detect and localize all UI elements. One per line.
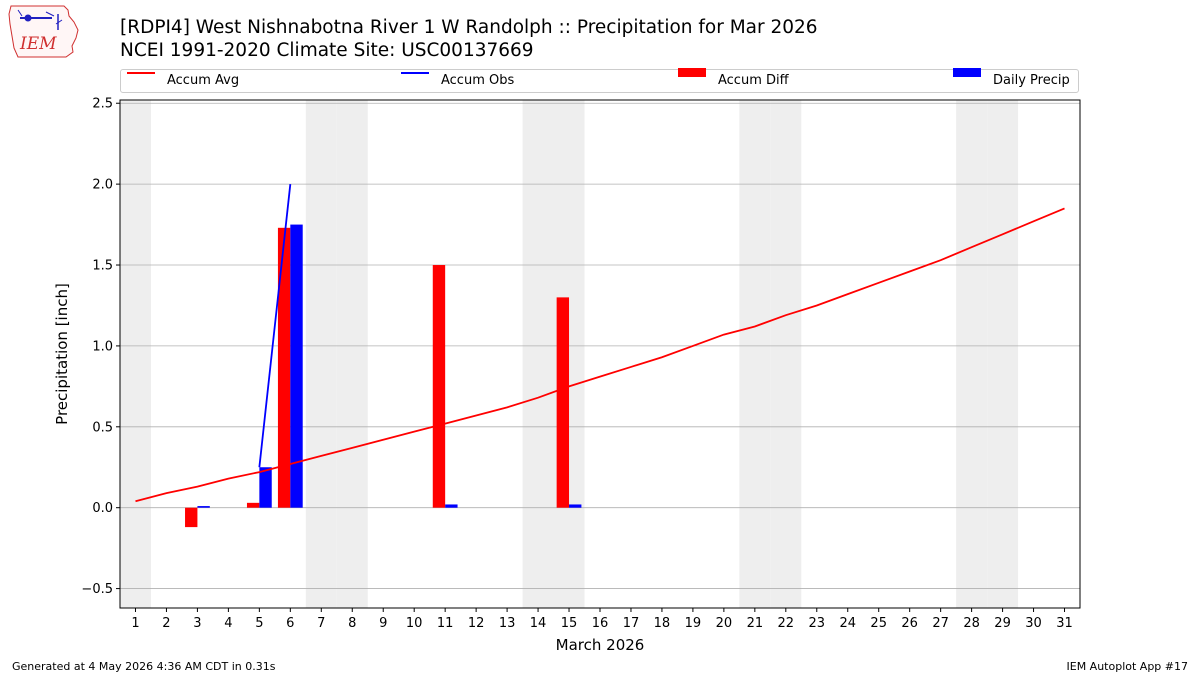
x-tick-label: 29 — [994, 616, 1011, 631]
y-tick-label: 1.0 — [92, 339, 113, 354]
y-tick-label: 2.0 — [92, 178, 113, 193]
x-tick-label: 15 — [561, 616, 578, 631]
shade-day-8 — [336, 100, 368, 608]
bar-accum-diff-day-5 — [246, 502, 260, 508]
logo-text: IEM — [19, 34, 57, 54]
bar-daily-precip-day-15 — [569, 504, 582, 508]
bars — [185, 224, 582, 528]
x-tick-label: 1 — [131, 616, 139, 631]
x-tick-label: 21 — [747, 616, 764, 631]
x-tick-label: 20 — [716, 616, 733, 631]
x-tick-label: 18 — [654, 616, 671, 631]
x-tick-label: 23 — [809, 616, 826, 631]
x-tick-label: 26 — [901, 616, 918, 631]
x-tick-label: 19 — [685, 616, 702, 631]
legend-label-accum-diff: Accum Diff — [718, 73, 789, 88]
bar-daily-precip-day-6 — [290, 224, 303, 508]
series-lines — [135, 184, 1065, 503]
x-tick-label: 25 — [870, 616, 887, 631]
x-tick-label: 13 — [499, 616, 516, 631]
legend-swatch-accum-avg — [127, 72, 155, 74]
shade-day-28 — [956, 100, 988, 608]
x-tick-label: 6 — [286, 616, 294, 631]
chart-title: [RDPI4] West Nishnabotna River 1 W Rando… — [120, 17, 818, 38]
x-tick-label: 31 — [1056, 616, 1073, 631]
bar-daily-precip-day-11 — [445, 504, 458, 508]
legend: Accum Avg Accum Obs Accum Diff Daily Pre… — [120, 68, 1079, 93]
line-accum-obs — [258, 184, 292, 468]
line-accum-avg — [135, 207, 1065, 503]
shade-day-7 — [305, 100, 337, 608]
x-tick-label: 22 — [778, 616, 795, 631]
x-tick-label: 30 — [1025, 616, 1042, 631]
legend-swatch-accum-obs — [401, 72, 429, 74]
footer-generated: Generated at 4 May 2026 4:36 AM CDT in 0… — [12, 660, 276, 673]
bar-accum-diff-day-3 — [185, 507, 198, 528]
x-tick-label: 2 — [162, 616, 170, 631]
x-tick-label: 8 — [348, 616, 356, 631]
x-axis: 1 2 3 4 5 6 7 8 9 10 11 12 13 14 15 16 17 18 19 20 21 22 23 24 2… — [131, 608, 1073, 631]
bar-daily-precip-day-5 — [259, 467, 272, 508]
x-tick-label: 24 — [839, 616, 856, 631]
y-tick-label: 0.0 — [92, 501, 113, 516]
legend-label-accum-avg: Accum Avg — [167, 73, 240, 88]
bar-accum-diff-day-6 — [277, 227, 291, 508]
x-tick-label: 14 — [530, 616, 547, 631]
legend-label-accum-obs: Accum Obs — [441, 73, 515, 88]
chart-subtitle: NCEI 1991-2020 Climate Site: USC00137669 — [120, 40, 534, 61]
legend-swatch-accum-diff — [678, 68, 706, 77]
x-tick-label: 4 — [224, 616, 232, 631]
bar-accum-diff-day-11 — [432, 265, 446, 508]
x-tick-label: 11 — [437, 616, 454, 631]
grid-lines — [120, 102, 1080, 589]
y-tick-label: −0.5 — [81, 582, 113, 597]
legend-swatch-daily-precip — [953, 68, 981, 77]
y-tick-label: 2.5 — [92, 97, 113, 112]
x-tick-label: 16 — [592, 616, 609, 631]
x-tick-label: 7 — [317, 616, 325, 631]
shade-day-14 — [522, 100, 554, 608]
iem-logo: IEM — [8, 5, 79, 58]
bar-accum-diff-day-15 — [556, 297, 570, 508]
y-tick-label: 1.5 — [92, 259, 113, 274]
x-axis-label: March 2026 — [556, 636, 645, 654]
shade-day-21 — [739, 100, 771, 608]
y-tick-label: 0.5 — [92, 420, 113, 435]
legend-label-daily-precip: Daily Precip — [993, 73, 1070, 88]
weather-station-icon — [17, 9, 63, 30]
x-tick-label: 17 — [623, 616, 640, 631]
footer-app: IEM Autoplot App #17 — [1066, 660, 1189, 673]
x-tick-label: 3 — [193, 616, 201, 631]
bar-daily-precip-day-3 — [197, 506, 210, 508]
shade-day-1 — [120, 100, 151, 608]
x-tick-label: 9 — [379, 616, 387, 631]
y-axis-label: Precipitation [inch] — [53, 283, 71, 425]
shade-day-29 — [987, 100, 1019, 608]
x-tick-label: 12 — [468, 616, 485, 631]
y-axis: −0.5 0.0 0.5 1.0 1.5 2.0 2.5 — [81, 97, 120, 597]
x-tick-label: 27 — [932, 616, 949, 631]
shade-day-22 — [770, 100, 802, 608]
x-tick-label: 10 — [406, 616, 423, 631]
x-tick-label: 5 — [255, 616, 263, 631]
x-tick-label: 28 — [963, 616, 980, 631]
plot-frame — [119, 99, 1081, 609]
